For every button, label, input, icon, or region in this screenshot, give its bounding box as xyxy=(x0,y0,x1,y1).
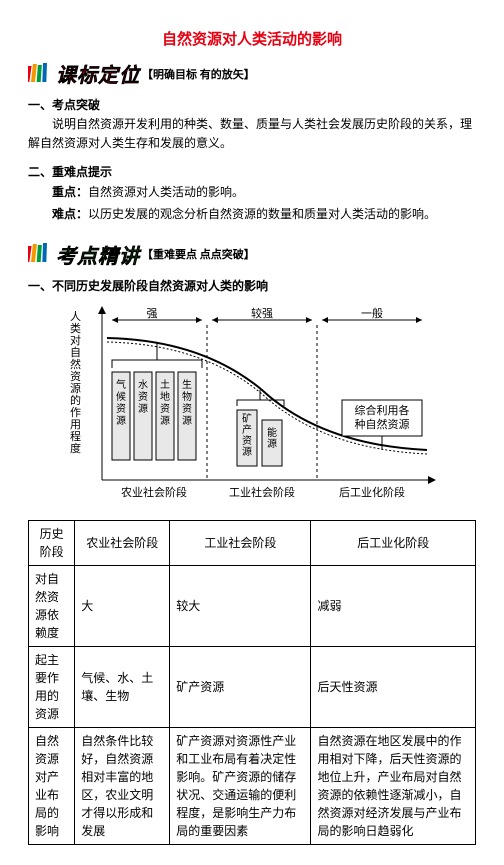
svg-text:一般: 一般 xyxy=(361,307,383,320)
comparison-table: 历史阶段 农业社会阶段 工业社会阶段 后工业化阶段 对自然资源依赖度 大 较大 … xyxy=(28,520,476,845)
svg-text:综合利用各: 综合利用各 xyxy=(355,403,410,417)
svg-text:土地资源: 土地资源 xyxy=(160,378,170,427)
resource-impact-chart: 人类对 自然资 源的作 用程度 强 较强 一般 气候资源 水资源 土地资源 生物… xyxy=(62,300,442,510)
svg-text:种自然资源: 种自然资源 xyxy=(355,417,410,431)
table-header-row: 历史阶段 农业社会阶段 工业社会阶段 后工业化阶段 xyxy=(29,520,476,565)
svg-text:矿产资源: 矿产资源 xyxy=(242,412,252,458)
books-icon xyxy=(28,63,54,85)
heading-2: 二、重难点提示 xyxy=(28,163,476,180)
table-row: 起主要作用的资源 气候、水、土壤、生物 矿产资源 后天性资源 xyxy=(29,646,476,727)
keypoint-line: 重点：自然资源对人类活动的影响。 xyxy=(28,182,476,204)
svg-text:气候资源: 气候资源 xyxy=(116,378,126,427)
banner-curriculum: 课标定位 【明确目标 有的放矢】 xyxy=(28,59,476,88)
heading-3: 一、不同历史发展阶段自然资源对人类的影响 xyxy=(28,277,476,294)
page-title: 自然资源对人类活动的影响 xyxy=(28,28,476,49)
th-post: 后工业化阶段 xyxy=(311,520,476,565)
para-1: 说明自然资源开发利用的种类、数量、质量与人类社会发展历史阶段的关系，理解自然资源… xyxy=(28,115,476,153)
svg-text:能源: 能源 xyxy=(267,426,277,450)
books-icon xyxy=(28,243,54,265)
svg-text:农业社会阶段: 农业社会阶段 xyxy=(121,485,187,499)
chart-yaxis-label: 人类对 自然资 源的作 用程度 xyxy=(70,310,84,455)
banner2-label: 【重难要点 点点突破】 xyxy=(142,246,255,262)
svg-text:后工业化阶段: 后工业化阶段 xyxy=(339,485,405,499)
th-agri: 农业社会阶段 xyxy=(75,520,170,565)
th-ind: 工业社会阶段 xyxy=(170,520,311,565)
svg-text:生物资源: 生物资源 xyxy=(182,378,192,427)
heading-1: 一、考点突破 xyxy=(28,96,476,113)
table-row: 自然资源对产业布局的影响 自然条件比较好，自然资源相对丰富的地区，农业文明才得以… xyxy=(29,727,476,844)
th-stage: 历史阶段 xyxy=(29,520,75,565)
banner1-label: 【明确目标 有的放矢】 xyxy=(142,66,255,82)
banner-keypoints: 考点精讲 【重难要点 点点突破】 xyxy=(28,240,476,269)
banner1-text: 课标定位 xyxy=(56,59,140,88)
difficulty-line: 难点：以历史发展的观念分析自然资源的数量和质量对人类活动的影响。 xyxy=(28,204,476,226)
svg-text:较强: 较强 xyxy=(251,306,273,320)
svg-text:强: 强 xyxy=(147,308,158,320)
table-row: 对自然资源依赖度 大 较大 减弱 xyxy=(29,565,476,646)
svg-text:水资源: 水资源 xyxy=(138,379,148,415)
svg-text:工业社会阶段: 工业社会阶段 xyxy=(229,485,295,499)
banner2-text: 考点精讲 xyxy=(56,240,140,269)
